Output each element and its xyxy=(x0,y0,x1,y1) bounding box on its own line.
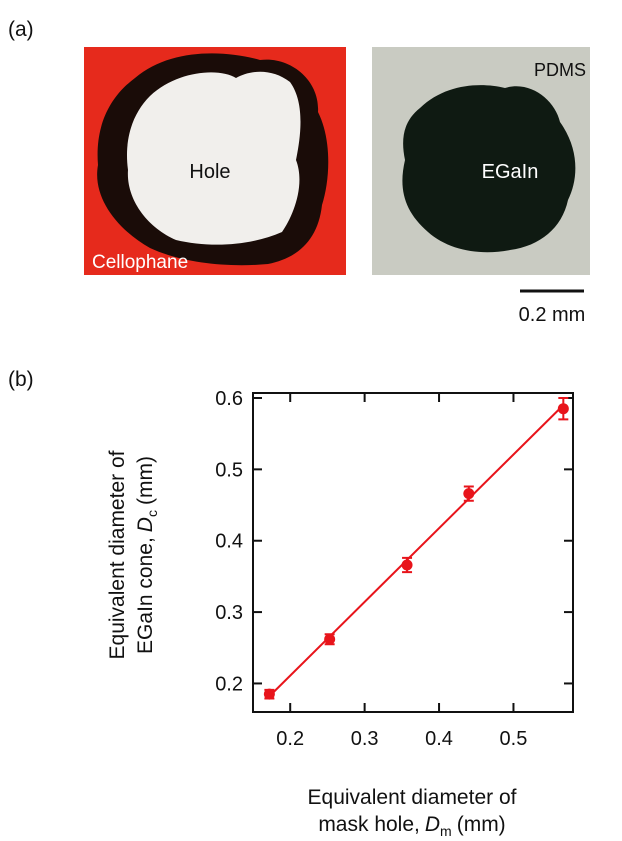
fit-line xyxy=(268,405,563,698)
x-tick-label: 0.5 xyxy=(500,728,528,750)
y-axis-title: EGaIn cone,Dc(mm) xyxy=(134,456,160,654)
y-axis-title: Equivalent diameter of xyxy=(106,450,129,659)
panel-label: (b) xyxy=(8,368,34,391)
data-point xyxy=(324,634,335,645)
y-tick-label: 0.5 xyxy=(215,459,243,481)
x-axis-title: Equivalent diameter of xyxy=(308,786,517,809)
photo-cellophane: Hole Cellophane xyxy=(84,47,346,275)
data-point xyxy=(264,689,275,700)
photo-text: Hole xyxy=(189,161,230,183)
plot: 0.2 0.3 0.4 0.5 0.2 0.3 0.4 0.5 0.6 xyxy=(215,388,573,750)
x-axis-title: mask hole,Dm(mm) xyxy=(318,813,505,839)
y-tick-label: 0.3 xyxy=(215,602,243,624)
panel-label: (a) xyxy=(8,18,34,41)
figure: (a) Hole Cellophane EGaIn PDMS 0.2 mm (b… xyxy=(0,0,622,841)
photo-pdms: EGaIn PDMS xyxy=(372,47,590,275)
y-tick-label: 0.4 xyxy=(215,531,243,553)
x-tick-label: 0.2 xyxy=(276,728,304,750)
page: (a) Hole Cellophane EGaIn PDMS 0.2 mm (b… xyxy=(0,0,622,841)
y-tick-label: 0.6 xyxy=(215,388,243,410)
data-point xyxy=(463,488,474,499)
photo-text: EGaIn xyxy=(482,161,539,183)
photo-text: PDMS xyxy=(534,60,586,80)
x-tick-label: 0.3 xyxy=(351,728,379,750)
photo-text: Cellophane xyxy=(92,252,188,273)
data-point xyxy=(402,559,413,570)
x-tick-label: 0.4 xyxy=(425,728,453,750)
y-tick-label: 0.2 xyxy=(215,673,243,695)
data-point xyxy=(558,403,569,414)
scale-bar-label: 0.2 mm xyxy=(519,304,586,326)
